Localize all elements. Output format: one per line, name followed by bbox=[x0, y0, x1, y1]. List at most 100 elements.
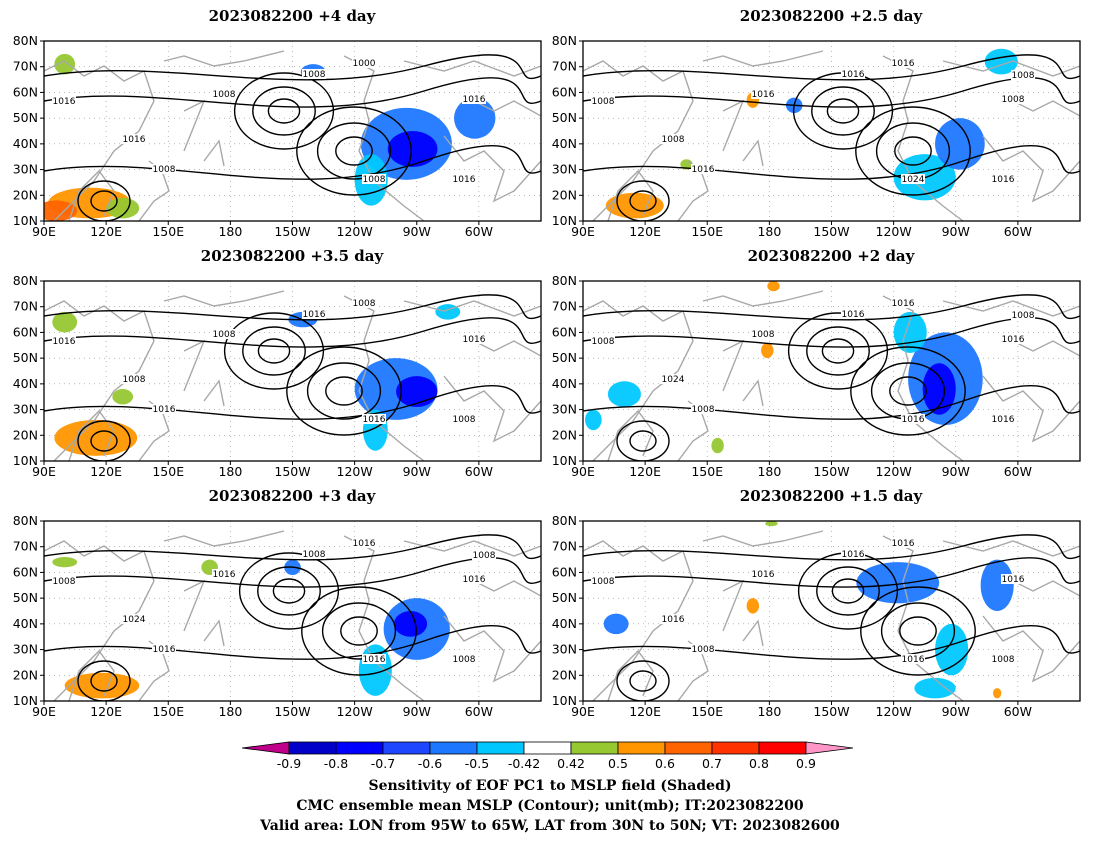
coastline bbox=[742, 379, 764, 407]
contour-label: 1016 bbox=[463, 335, 486, 345]
contour-label: 1008 bbox=[363, 175, 386, 185]
positive-sensitivity-patch bbox=[765, 521, 778, 527]
contour-label: 1016 bbox=[892, 299, 915, 309]
mslp-contour bbox=[583, 145, 1080, 180]
mslp-contour bbox=[44, 557, 541, 588]
mslp-contour bbox=[286, 346, 402, 436]
contour-label-backdrop bbox=[691, 644, 715, 654]
contour-label-backdrop bbox=[152, 404, 176, 414]
contour-label: 1008 bbox=[662, 135, 685, 145]
contour-label-backdrop bbox=[462, 574, 486, 584]
lon-tick-label: 120W bbox=[876, 224, 912, 239]
contour-label: 1008 bbox=[1012, 71, 1035, 81]
mslp-contour bbox=[787, 312, 889, 390]
contour-label: 1008 bbox=[592, 97, 615, 107]
lon-tick-label: 90W bbox=[403, 704, 431, 719]
coastline bbox=[1012, 580, 1080, 597]
contour-label-backdrop bbox=[661, 134, 685, 144]
lat-tick-label: 60N bbox=[13, 324, 38, 339]
coastline bbox=[1012, 340, 1080, 357]
colorbar-swatch bbox=[429, 741, 478, 755]
coastline bbox=[443, 135, 541, 203]
colorbar-label: 0.5 bbox=[608, 756, 628, 771]
negative-sensitivity-patch bbox=[454, 97, 496, 139]
lon-tick-label: 150E bbox=[152, 704, 184, 719]
lon-tick-label: 150E bbox=[691, 704, 723, 719]
mslp-contour bbox=[889, 376, 927, 406]
mslp-contour bbox=[850, 346, 966, 436]
lat-tick-label: 20N bbox=[13, 187, 38, 202]
figure-caption: Sensitivity of EOF PC1 to MSLP field (Sh… bbox=[259, 778, 840, 834]
colorbar-swatch bbox=[476, 741, 525, 755]
lon-tick-label: 180 bbox=[218, 464, 242, 479]
mslp-contour bbox=[831, 578, 865, 604]
mslp-contour bbox=[821, 338, 855, 364]
negative-sensitivity-patch bbox=[935, 623, 969, 676]
contour-label: 1016 bbox=[363, 415, 386, 425]
lon-tick-label: 120W bbox=[876, 464, 912, 479]
coastline bbox=[68, 409, 115, 461]
positive-sensitivity-patch bbox=[54, 53, 76, 75]
colorbar-label: -0.5 bbox=[465, 756, 489, 771]
lat-tick-label: 40N bbox=[552, 376, 577, 391]
mslp-contour bbox=[238, 552, 340, 630]
contour-label-backdrop bbox=[591, 576, 615, 586]
lon-tick-label: 180 bbox=[757, 224, 781, 239]
mslp-contour bbox=[899, 616, 937, 646]
map-area: 1016 1016 1016 1008 1008 1008 1024 1016 1016 1008 bbox=[583, 41, 1080, 221]
negative-sensitivity-patch bbox=[393, 611, 428, 637]
contour-label: 1016 bbox=[692, 165, 715, 175]
lon-tick-label: 150E bbox=[691, 224, 723, 239]
mslp-contour bbox=[257, 338, 291, 364]
lat-tick-label: 50N bbox=[552, 590, 577, 605]
negative-sensitivity-patch bbox=[603, 613, 629, 635]
lon-tick-label: 120W bbox=[876, 704, 912, 719]
contour-label: 1008 bbox=[213, 90, 236, 100]
coastline bbox=[982, 135, 1080, 203]
positive-sensitivity-patch bbox=[54, 419, 138, 456]
contour-label-backdrop bbox=[122, 134, 146, 144]
contour-label: 1008 bbox=[1002, 95, 1025, 105]
positive-sensitivity-patch bbox=[112, 389, 134, 405]
contour-label: 1008 bbox=[473, 551, 496, 561]
panel-title: 2023082200 +4 day bbox=[209, 7, 377, 25]
map-axes: 90E 120E 150E 180 150W 120W 90W 60W 10N 20N 30N 40N… bbox=[552, 273, 1032, 479]
contour-label: 1016 bbox=[902, 655, 925, 665]
lat-tick-label: 30N bbox=[552, 162, 577, 177]
contour-label-backdrop bbox=[1011, 310, 1035, 320]
mslp-contour bbox=[252, 86, 316, 136]
lon-tick-label: 120E bbox=[629, 224, 661, 239]
contour-label-backdrop bbox=[1011, 70, 1035, 80]
lon-tick-label: 90E bbox=[32, 704, 56, 719]
mslp-contour bbox=[321, 602, 397, 660]
mslp-contour bbox=[616, 660, 670, 701]
lat-tick-label: 10N bbox=[552, 453, 577, 468]
lat-tick-label: 20N bbox=[552, 667, 577, 682]
lon-tick-label: 60W bbox=[1004, 464, 1032, 479]
lon-tick-label: 180 bbox=[757, 464, 781, 479]
contour-label: 1008 bbox=[53, 577, 76, 587]
contour-label-backdrop bbox=[352, 538, 376, 548]
colorbar-label: -0.8 bbox=[324, 756, 348, 771]
contour-label-backdrop bbox=[691, 164, 715, 174]
panel-title: 2023082200 +3 day bbox=[209, 487, 377, 505]
contour-label-backdrop bbox=[302, 69, 326, 79]
negative-sensitivity-patch bbox=[856, 562, 940, 604]
lon-tick-label: 60W bbox=[1004, 224, 1032, 239]
mslp-contour bbox=[267, 98, 301, 124]
mslp-contour bbox=[44, 625, 541, 660]
positive-sensitivity-patch bbox=[993, 688, 1002, 699]
coastline bbox=[163, 530, 285, 547]
mslp-contour bbox=[272, 578, 306, 604]
contour-label-backdrop bbox=[462, 334, 486, 344]
contour-label-backdrop bbox=[352, 58, 376, 68]
coastline bbox=[163, 50, 285, 67]
mslp-contour bbox=[860, 586, 976, 676]
contour-label: 1024 bbox=[902, 175, 925, 185]
colorbar-label: 0.9 bbox=[796, 756, 816, 771]
lat-tick-label: 20N bbox=[13, 427, 38, 442]
lat-tick-label: 20N bbox=[552, 187, 577, 202]
